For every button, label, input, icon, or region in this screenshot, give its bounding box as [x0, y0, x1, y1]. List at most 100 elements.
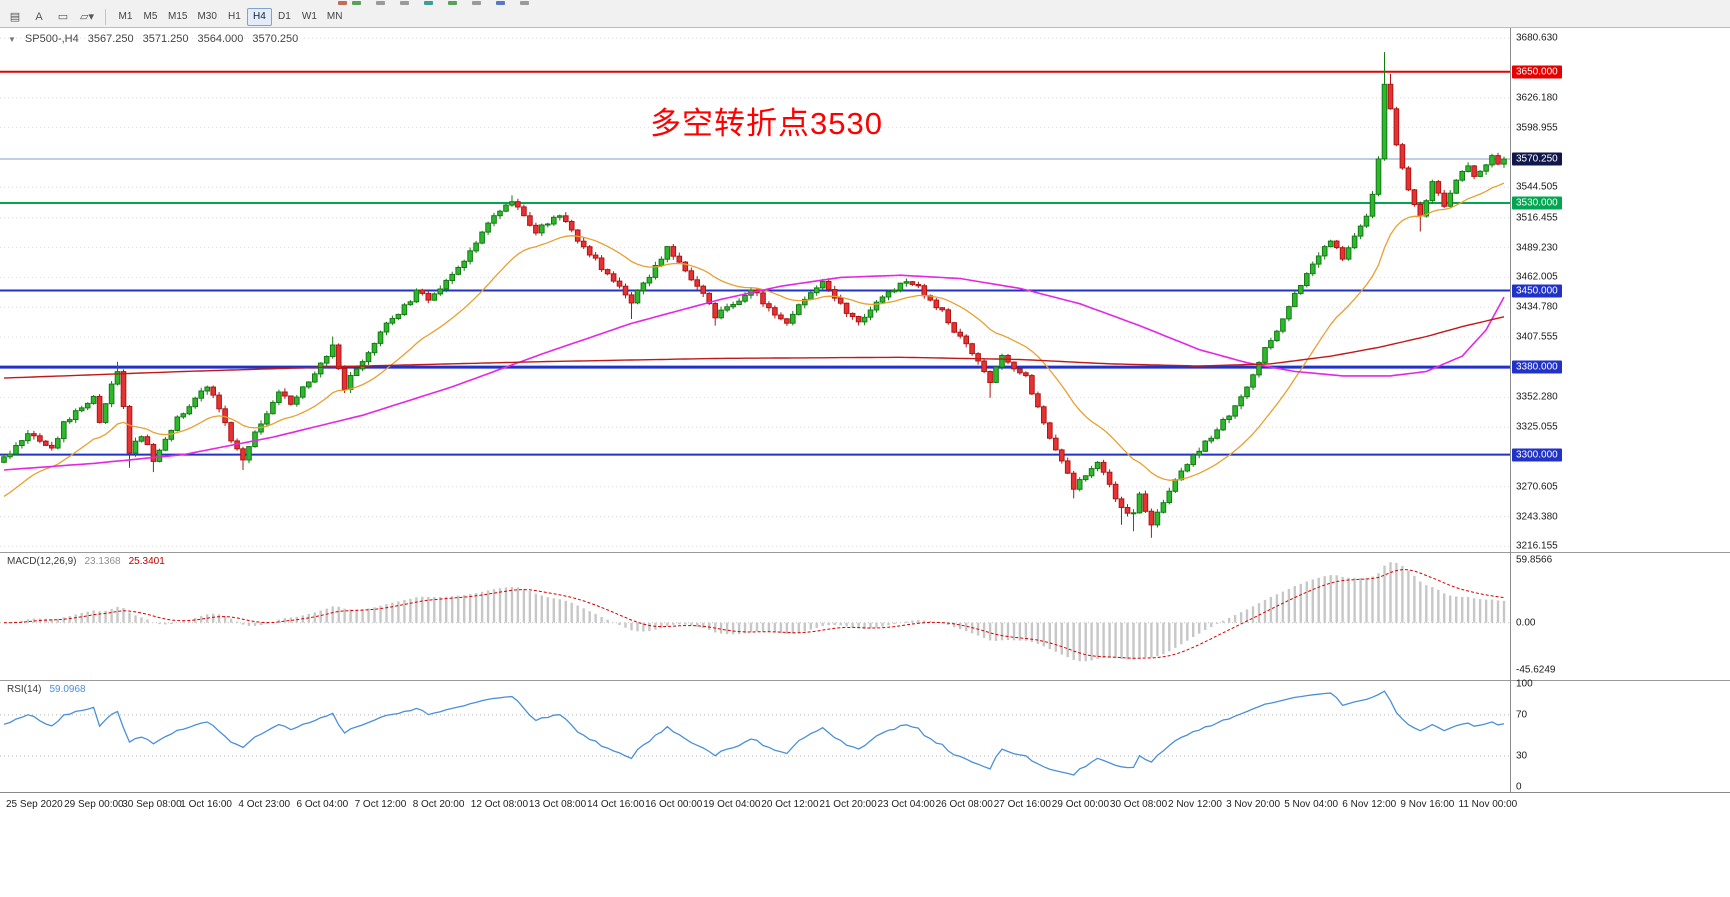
- macd-panel[interactable]: MACD(12,26,9) 23.1368 25.3401 59.8566 0.0…: [0, 553, 1730, 681]
- price-scale-label: 3489.230: [1516, 242, 1558, 254]
- macd-main-value: 23.1368: [84, 556, 121, 567]
- time-axis-label: 29 Oct 00:00: [1051, 799, 1110, 810]
- timeframe-button-mn[interactable]: MN: [326, 11, 343, 22]
- macd-signal-line: [4, 569, 1505, 659]
- timeframe-button-d1[interactable]: D1: [278, 11, 291, 22]
- price-scale-label: 3680.630: [1516, 32, 1558, 44]
- candles-layer: [1, 52, 1507, 538]
- macd-scale-label: 0.00: [1516, 617, 1536, 629]
- macd-canvas[interactable]: [0, 553, 1510, 680]
- clipped-icon-fragment: [352, 1, 361, 5]
- timeframe-button-h1[interactable]: H1: [228, 11, 241, 22]
- macd-histogram: [8, 562, 1506, 662]
- price-chart-panel[interactable]: ▼ SP500-,H4 3567.250 3571.250 3564.000 3…: [0, 28, 1730, 553]
- macd-scale-label: 59.8566: [1516, 554, 1553, 566]
- rsi-scale-label: 70: [1516, 709, 1528, 721]
- price-scale-label: 3516.455: [1516, 212, 1558, 224]
- price-scale-label: 3544.505: [1516, 181, 1558, 193]
- macd-header: MACD(12,26,9) 23.1368 25.3401: [7, 556, 165, 567]
- time-axis-label: 14 Oct 16:00: [587, 799, 645, 810]
- clipped-icon-fragment: [496, 1, 505, 5]
- rsi-line: [3, 690, 1505, 776]
- main-toolbar: ▤ A ▭ ▱▾ M1 M5 M15 M30 H1 H4 D1 W1 MN: [0, 6, 1730, 28]
- time-axis-label: 11 Nov 00:00: [1458, 799, 1518, 810]
- time-axis-label: 30 Oct 08:00: [1109, 799, 1168, 810]
- time-axis-label: 19 Oct 04:00: [703, 799, 761, 810]
- rsi-scale-label: 30: [1516, 750, 1528, 762]
- ma-slow-line: [3, 316, 1505, 379]
- timeframe-button-m15[interactable]: M15: [168, 11, 188, 22]
- price-scale-label: 3325.055: [1516, 421, 1558, 433]
- time-axis-label: 9 Nov 16:00: [1400, 799, 1455, 810]
- clipped-icon-fragment: [424, 1, 433, 5]
- macd-signal-value: 25.3401: [128, 556, 165, 567]
- time-axis-label: 25 Sep 2020: [6, 799, 63, 810]
- rsi-scale-label: 100: [1516, 678, 1533, 690]
- time-axis-label: 16 Oct 00:00: [645, 799, 703, 810]
- chart-window-icon[interactable]: ▤: [9, 11, 21, 23]
- text-label-tool-icon[interactable]: ▭: [57, 11, 69, 23]
- rsi-panel[interactable]: RSI(14) 59.0968 100 70 30 0: [0, 678, 1730, 793]
- time-axis-label: 21 Oct 20:00: [819, 799, 877, 810]
- clipped-toolbar-row: [0, 0, 1730, 6]
- clipped-icon-fragment: [338, 1, 347, 5]
- toolbar-separator: [105, 8, 106, 25]
- macd-scale-label: -45.6249: [1516, 664, 1556, 676]
- time-axis-label: 12 Oct 08:00: [470, 799, 529, 810]
- time-axis-label: 7 Oct 12:00: [354, 799, 407, 810]
- price-scale-label: 3598.955: [1516, 122, 1558, 134]
- text-tool-icon[interactable]: A: [35, 10, 43, 23]
- time-axis-label: 1 Oct 16:00: [180, 799, 232, 810]
- price-scale-label: 3243.380: [1516, 511, 1558, 523]
- price-scale-label: 3462.005: [1516, 271, 1558, 283]
- price-scale-label: 3352.280: [1516, 391, 1558, 403]
- price-badge-support-3300: 3300.000: [1512, 448, 1562, 462]
- time-axis-label: 13 Oct 08:00: [528, 799, 587, 810]
- time-axis-label: 29 Sep 00:00: [64, 799, 124, 810]
- ma-fast-line: [3, 182, 1505, 497]
- timeframe-button-m30[interactable]: M30: [197, 11, 217, 22]
- ohlc-high-value: 3571.250: [142, 33, 189, 45]
- clipped-icon-fragment: [376, 1, 385, 5]
- rsi-label: RSI(14): [7, 684, 42, 695]
- one-click-expander-icon[interactable]: ▼: [8, 34, 16, 44]
- price-badge-current-price: 3570.250: [1512, 152, 1562, 166]
- time-axis-label: 6 Nov 12:00: [1342, 799, 1397, 810]
- ohlc-close-value: 3570.250: [252, 33, 299, 45]
- ohlc-open-value: 3567.250: [87, 33, 134, 45]
- rsi-value: 59.0968: [49, 684, 86, 695]
- timeframe-button-m5[interactable]: M5: [143, 11, 158, 22]
- time-axis-label: 2 Nov 12:00: [1168, 799, 1222, 810]
- time-axis-label: 26 Oct 08:00: [935, 799, 993, 810]
- clipped-icon-fragment: [520, 1, 529, 5]
- symbol-timeframe-label: SP500-,H4: [24, 33, 79, 45]
- price-scale-label: 3407.555: [1516, 331, 1558, 343]
- price-scale-label: 3216.155: [1516, 540, 1558, 552]
- timeframe-button-w1[interactable]: W1: [301, 11, 317, 22]
- rsi-canvas[interactable]: [0, 681, 1510, 792]
- time-axis-label: 20 Oct 12:00: [761, 799, 819, 810]
- price-scale-label: 3270.605: [1516, 481, 1558, 493]
- timeframe-button-h4[interactable]: H4: [246, 7, 272, 26]
- time-axis-label: 23 Oct 04:00: [877, 799, 935, 810]
- time-axis-label: 5 Nov 04:00: [1284, 799, 1339, 810]
- clipped-icon-fragment: [448, 1, 457, 5]
- timeframe-button-group: M1 M5 M15 M30 H1 H4 D1 W1 MN: [113, 7, 347, 26]
- price-badge-pivot-3530: 3530.000: [1512, 196, 1562, 210]
- toolbar-icons: ▤ A ▭ ▱▾: [4, 8, 98, 26]
- price-scale-divider: [1510, 28, 1511, 793]
- rsi-header: RSI(14) 59.0968: [7, 684, 86, 695]
- time-axis-label: 8 Oct 20:00: [412, 799, 465, 810]
- timeframe-button-m1[interactable]: M1: [118, 11, 133, 22]
- time-axis-label: 30 Sep 08:00: [122, 799, 182, 810]
- time-axis-label: 27 Oct 16:00: [993, 799, 1051, 810]
- rsi-scale-label: 0: [1516, 781, 1522, 793]
- macd-label: MACD(12,26,9): [7, 556, 77, 567]
- shapes-dropdown-icon[interactable]: ▱▾: [80, 11, 94, 23]
- time-axis[interactable]: 25 Sep 2020 29 Sep 00:00 30 Sep 08:00 1 Oct…: [0, 793, 1730, 819]
- price-chart-canvas[interactable]: [0, 28, 1510, 552]
- chart-header: ▼ SP500-,H4 3567.250 3571.250 3564.000 3…: [8, 33, 298, 45]
- price-badge-support-3380: 3380.000: [1512, 360, 1562, 374]
- annotation-text: 多空转折点3530: [650, 106, 883, 141]
- time-axis-label: 6 Oct 04:00: [296, 799, 349, 810]
